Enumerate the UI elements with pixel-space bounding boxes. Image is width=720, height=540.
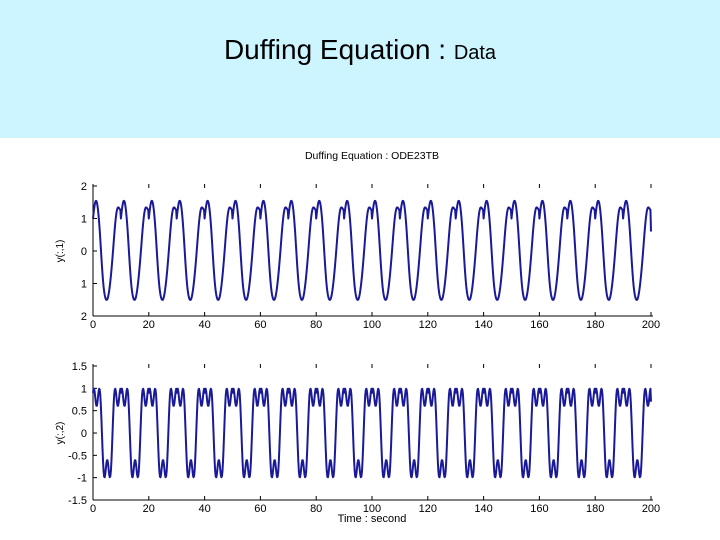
- x-tick-label: 80: [310, 319, 322, 331]
- slide-header: [0, 0, 720, 138]
- x-tick-label: 40: [198, 503, 210, 515]
- x-tick-label: 80: [310, 503, 322, 515]
- chart-2-series-line: [92, 387, 652, 479]
- x-tick-label: 40: [198, 319, 210, 331]
- x-tick-label: 100: [363, 503, 381, 515]
- x-tick-label: 60: [254, 319, 266, 331]
- x-tick-label: 140: [474, 503, 492, 515]
- slide-title: Duffing Equation : Data: [0, 34, 720, 66]
- y-tick-label: -1.5: [68, 495, 87, 507]
- x-tick-label: 100: [363, 319, 381, 331]
- y-tick-label: -0.5: [68, 450, 87, 462]
- chart-1-series-line: [92, 199, 652, 301]
- y-tick-label: 0.5: [72, 406, 87, 418]
- x-tick-label: 160: [530, 319, 548, 331]
- x-tick-label: 160: [530, 503, 548, 515]
- x-tick-label: 200: [642, 503, 660, 515]
- x-tick-label: 60: [254, 503, 266, 515]
- chart-2-ylabel: y(:,2): [55, 422, 66, 445]
- x-tick-label: 20: [143, 503, 155, 515]
- x-tick-label: 180: [586, 503, 604, 515]
- y-tick-label: 1.5: [72, 361, 87, 373]
- y-tick-label: 2: [81, 181, 87, 193]
- y-tick-label: 0: [81, 428, 87, 440]
- x-tick-label: 120: [419, 503, 437, 515]
- x-tick-label: 0: [90, 319, 96, 331]
- chart-1-ylabel: y(:,1): [55, 240, 66, 263]
- chart-2: 0 20 40 60 80 100 120 140 160 180 200 1.5 1 0.5 0 -0.5 -…: [55, 361, 660, 525]
- x-tick-label: 140: [474, 319, 492, 331]
- y-tick-label: 1: [81, 383, 87, 395]
- x-tick-label: 0: [90, 503, 96, 515]
- y-tick-label: -1: [77, 473, 87, 485]
- slide-title-main: Duffing Equation :: [223, 34, 454, 65]
- y-tick-label: 1: [81, 279, 87, 291]
- y-tick-label: 0: [81, 246, 87, 258]
- slide-title-sub: Data: [453, 42, 497, 64]
- chart-2-xlabel: Time : second: [338, 513, 407, 525]
- x-tick-label: 20: [143, 319, 155, 331]
- x-tick-label: 120: [419, 319, 437, 331]
- x-tick-label: 180: [586, 319, 604, 331]
- y-tick-label: 2: [81, 311, 87, 323]
- chart-1-title: Duffing Equation : ODE23TB: [305, 150, 439, 162]
- x-tick-label: 200: [642, 319, 660, 331]
- y-tick-label: 1: [81, 214, 87, 226]
